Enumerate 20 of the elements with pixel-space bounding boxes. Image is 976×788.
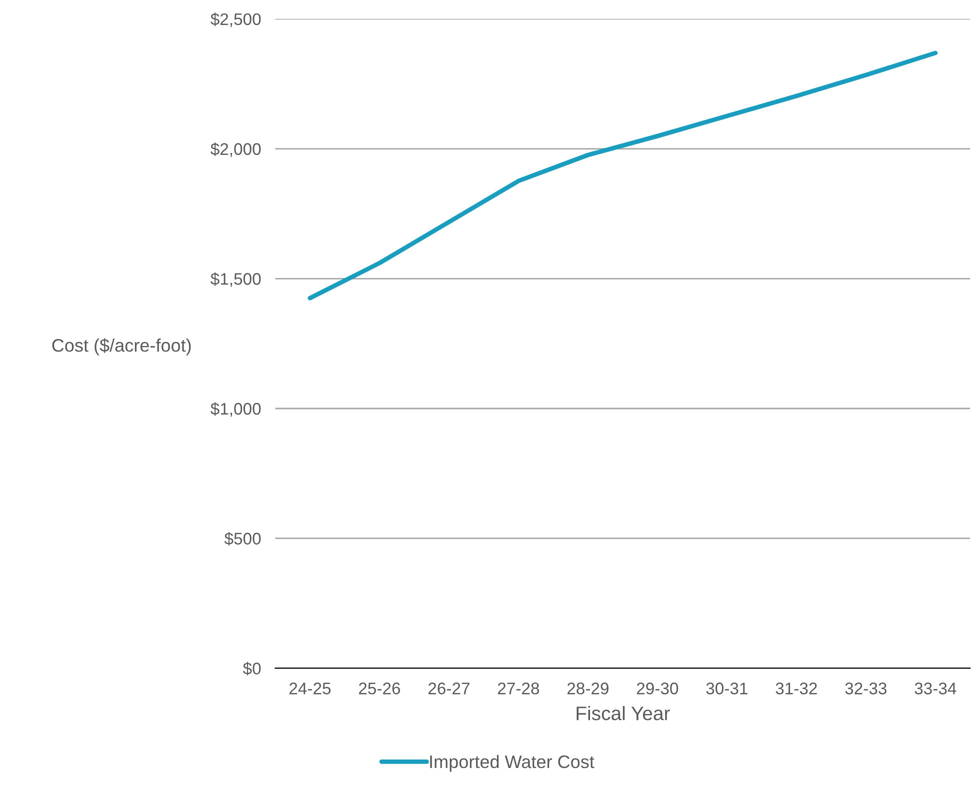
x-tick-label: 24-25: [290, 682, 331, 694]
y-tick-label: $2,500: [210, 12, 261, 28]
x-tick-label: 33-34: [914, 682, 956, 694]
y-axis-title: Cost ($/acre-foot): [52, 338, 191, 356]
x-tick-label: 29-30: [636, 682, 678, 694]
x-tick-label: 28-29: [567, 682, 608, 694]
x-tick-label: 30-31: [706, 682, 748, 694]
y-tick-label: $0: [242, 662, 261, 676]
line-series: [308, 50, 938, 300]
y-tick-label: $500: [224, 532, 261, 546]
x-tick-label: 27-28: [498, 682, 540, 694]
y-tick-label: $1,000: [210, 402, 261, 417]
x-tick-label: 25-26: [358, 682, 400, 694]
x-tick-label: 26-27: [428, 682, 470, 694]
y-tick-label: $2,000: [210, 142, 261, 157]
x-axis-title: Fiscal Year: [576, 706, 670, 720]
y-tick-label: $1,500: [210, 272, 261, 287]
legend-label: Imported Water Cost: [430, 754, 594, 772]
x-tick-label: 31-32: [776, 682, 817, 694]
x-tick-label: 32-33: [845, 682, 886, 694]
